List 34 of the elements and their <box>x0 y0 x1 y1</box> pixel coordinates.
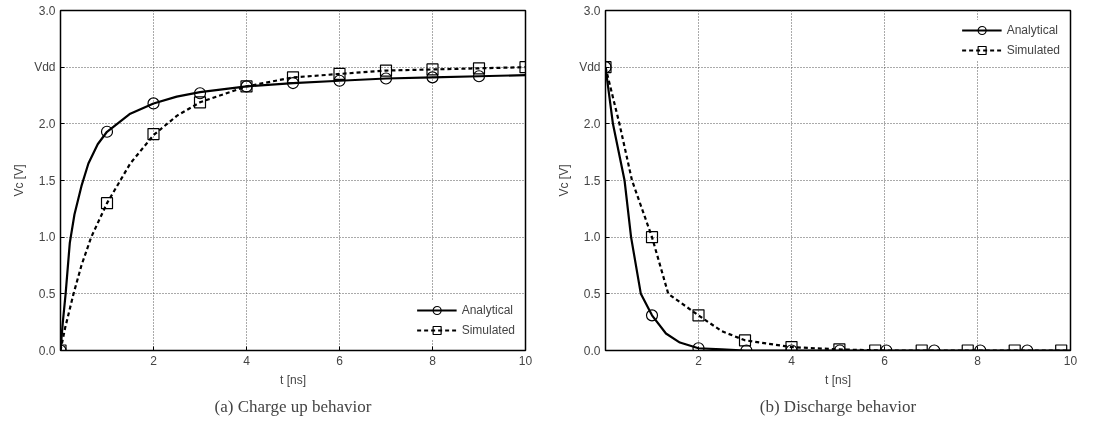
legend-label: Analytical <box>461 303 513 317</box>
x-axis-title: t [ns] <box>825 372 852 387</box>
x-axis-title: t [ns] <box>280 372 307 387</box>
y-tick-label: Vdd <box>34 60 56 75</box>
y-tick-label: 1.0 <box>38 230 56 245</box>
legend-label: Analytical <box>1006 23 1058 37</box>
y-tick-label: 0.5 <box>38 286 56 301</box>
x-tick-label: 2 <box>150 353 158 368</box>
y-tick-label: 3.0 <box>583 3 601 18</box>
y-tick-label: 3.0 <box>38 3 56 18</box>
y-tick-label: 2.0 <box>38 116 56 131</box>
y-axis-title: Vc [V] <box>12 164 27 197</box>
text: (a) Charge up behavior <box>214 396 372 416</box>
y-tick-label: 1.0 <box>583 230 601 245</box>
x-tick-label: 4 <box>788 353 796 368</box>
y-tick-label: 0.0 <box>583 343 601 358</box>
y-tick-label: Vdd <box>579 60 601 75</box>
y-tick-label: 0.0 <box>38 343 56 358</box>
x-tick-label: 2 <box>695 353 703 368</box>
x-tick-label: 10 <box>1063 353 1078 368</box>
legend-label: Simulated <box>461 323 515 337</box>
x-tick-label: 8 <box>429 353 437 368</box>
y-tick-label: 0.5 <box>583 286 601 301</box>
y-tick-label: 1.5 <box>38 173 56 188</box>
x-tick-label: 6 <box>336 353 344 368</box>
y-tick-label: 2.0 <box>583 116 601 131</box>
y-tick-label: 1.5 <box>583 173 601 188</box>
text: (b) Discharge behavior <box>759 396 917 416</box>
x-tick-label: 8 <box>974 353 982 368</box>
x-tick-label: 6 <box>881 353 889 368</box>
legend-label: Simulated <box>1006 43 1060 57</box>
x-tick-label: 4 <box>243 353 251 368</box>
y-axis-title: Vc [V] <box>557 164 572 197</box>
x-tick-label: 10 <box>518 353 533 368</box>
